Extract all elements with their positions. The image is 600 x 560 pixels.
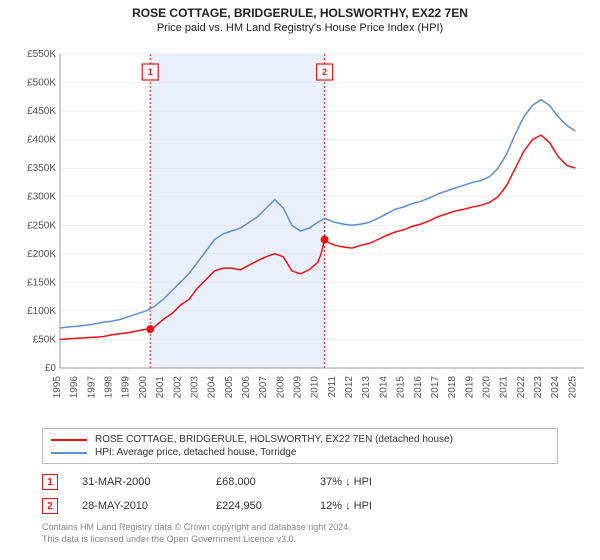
svg-text:2021: 2021 — [499, 376, 510, 399]
svg-text:2025: 2025 — [567, 376, 578, 399]
svg-text:£350K: £350K — [27, 163, 56, 174]
svg-text:2007: 2007 — [258, 376, 269, 399]
svg-text:2014: 2014 — [378, 376, 389, 399]
svg-text:2024: 2024 — [550, 376, 561, 399]
footer-line: This data is licensed under the Open Gov… — [42, 534, 558, 546]
svg-text:£300K: £300K — [27, 192, 56, 203]
svg-text:2012: 2012 — [344, 376, 355, 399]
svg-text:£450K: £450K — [27, 106, 56, 117]
sale-date: 28-MAY-2010 — [82, 500, 192, 512]
svg-text:1998: 1998 — [104, 376, 115, 399]
svg-text:1995: 1995 — [52, 376, 63, 399]
svg-text:£0: £0 — [45, 363, 57, 374]
footer: Contains HM Land Registry data © Crown c… — [42, 522, 558, 545]
sale-hpi: 12% ↓ HPI — [320, 500, 430, 512]
chart-area: £0 £50K £100K £150K £200K £250K £300K £350K £400… — [12, 46, 588, 416]
legend-row: ROSE COTTAGE, BRIDGERULE, HOLSWORTHY, EX… — [51, 433, 549, 446]
legend-swatch-price-paid — [51, 439, 87, 441]
svg-text:1997: 1997 — [86, 376, 97, 399]
svg-text:2022: 2022 — [516, 376, 527, 399]
svg-text:2020: 2020 — [482, 376, 493, 399]
legend-label: ROSE COTTAGE, BRIDGERULE, HOLSWORTHY, EX… — [95, 434, 453, 445]
svg-text:2023: 2023 — [533, 376, 544, 399]
svg-text:2004: 2004 — [207, 376, 218, 399]
svg-text:1996: 1996 — [69, 376, 80, 399]
svg-text:£500K: £500K — [27, 78, 56, 89]
svg-text:2019: 2019 — [464, 376, 475, 399]
svg-text:2010: 2010 — [310, 376, 321, 399]
sale-price: £68,000 — [216, 476, 296, 488]
legend-label: HPI: Average price, detached house, Torr… — [95, 447, 296, 458]
legend-box: ROSE COTTAGE, BRIDGERULE, HOLSWORTHY, EX… — [42, 428, 558, 464]
sale-marker-icon: 2 — [42, 498, 58, 514]
svg-text:£150K: £150K — [27, 277, 56, 288]
sale-price: £224,950 — [216, 500, 296, 512]
sales-list: 1 31-MAR-2000 £68,000 37% ↓ HPI 2 28-MAY… — [42, 470, 558, 518]
svg-text:2009: 2009 — [293, 376, 304, 399]
svg-text:1: 1 — [148, 67, 153, 77]
svg-text:£50K: £50K — [33, 334, 57, 345]
svg-text:£250K: £250K — [27, 220, 56, 231]
svg-text:2011: 2011 — [327, 376, 338, 398]
svg-text:2017: 2017 — [430, 376, 441, 399]
sale-date: 31-MAR-2000 — [82, 476, 192, 488]
sale-row: 2 28-MAY-2010 £224,950 12% ↓ HPI — [42, 494, 558, 518]
svg-text:2: 2 — [322, 67, 327, 77]
svg-text:2018: 2018 — [447, 376, 458, 399]
svg-text:2016: 2016 — [413, 376, 424, 399]
sale-hpi: 37% ↓ HPI — [320, 476, 430, 488]
footer-line: Contains HM Land Registry data © Crown c… — [42, 522, 558, 534]
svg-text:£200K: £200K — [27, 249, 56, 260]
legend-row: HPI: Average price, detached house, Torr… — [51, 446, 549, 459]
svg-text:2006: 2006 — [241, 376, 252, 399]
title-block: ROSE COTTAGE, BRIDGERULE, HOLSWORTHY, EX… — [0, 0, 600, 34]
svg-text:£400K: £400K — [27, 135, 56, 146]
svg-text:2005: 2005 — [224, 376, 235, 399]
chart-subtitle: Price paid vs. HM Land Registry's House … — [0, 22, 600, 34]
svg-text:2001: 2001 — [155, 376, 166, 399]
svg-text:£100K: £100K — [27, 306, 56, 317]
legend-swatch-hpi — [51, 452, 87, 454]
sale-marker-icon: 1 — [42, 474, 58, 490]
chart-title: ROSE COTTAGE, BRIDGERULE, HOLSWORTHY, EX… — [0, 6, 600, 20]
svg-text:£550K: £550K — [27, 49, 56, 60]
sale-row: 1 31-MAR-2000 £68,000 37% ↓ HPI — [42, 470, 558, 494]
svg-text:1999: 1999 — [121, 376, 132, 399]
chart-svg: £0 £50K £100K £150K £200K £250K £300K £350K £400… — [12, 46, 588, 416]
svg-text:2008: 2008 — [275, 376, 286, 399]
svg-text:2013: 2013 — [361, 376, 372, 399]
svg-text:2003: 2003 — [189, 376, 200, 399]
svg-text:2002: 2002 — [172, 376, 183, 399]
svg-text:2000: 2000 — [138, 376, 149, 399]
svg-text:2015: 2015 — [396, 376, 407, 399]
